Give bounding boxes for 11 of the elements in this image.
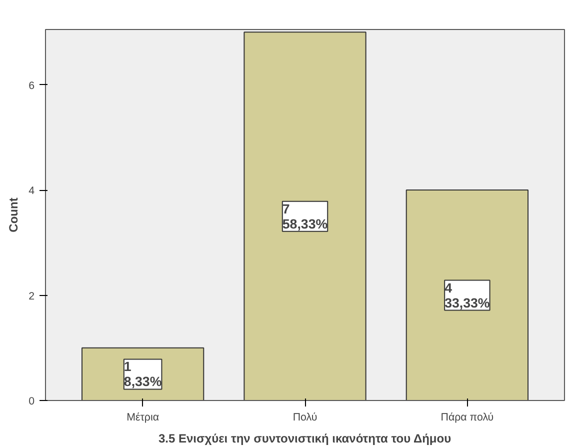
bar	[406, 190, 529, 400]
bar	[244, 32, 366, 400]
y-tick-label: 0	[28, 396, 35, 408]
x-tick-label: Πάρα πολύ	[440, 412, 494, 424]
y-tick-label: 4	[28, 185, 35, 198]
y-tick-label: 6	[28, 80, 35, 92]
y-tick-label: 2	[28, 290, 35, 302]
y-axis-title: Count	[6, 198, 21, 232]
x-tick-label: Πολύ	[292, 412, 318, 424]
x-tick-label: Μέτρια	[126, 412, 160, 424]
x-axis-title: 3.5 Ενισχύει την συντονιστική ικανότητα του Δήμου	[158, 432, 452, 446]
